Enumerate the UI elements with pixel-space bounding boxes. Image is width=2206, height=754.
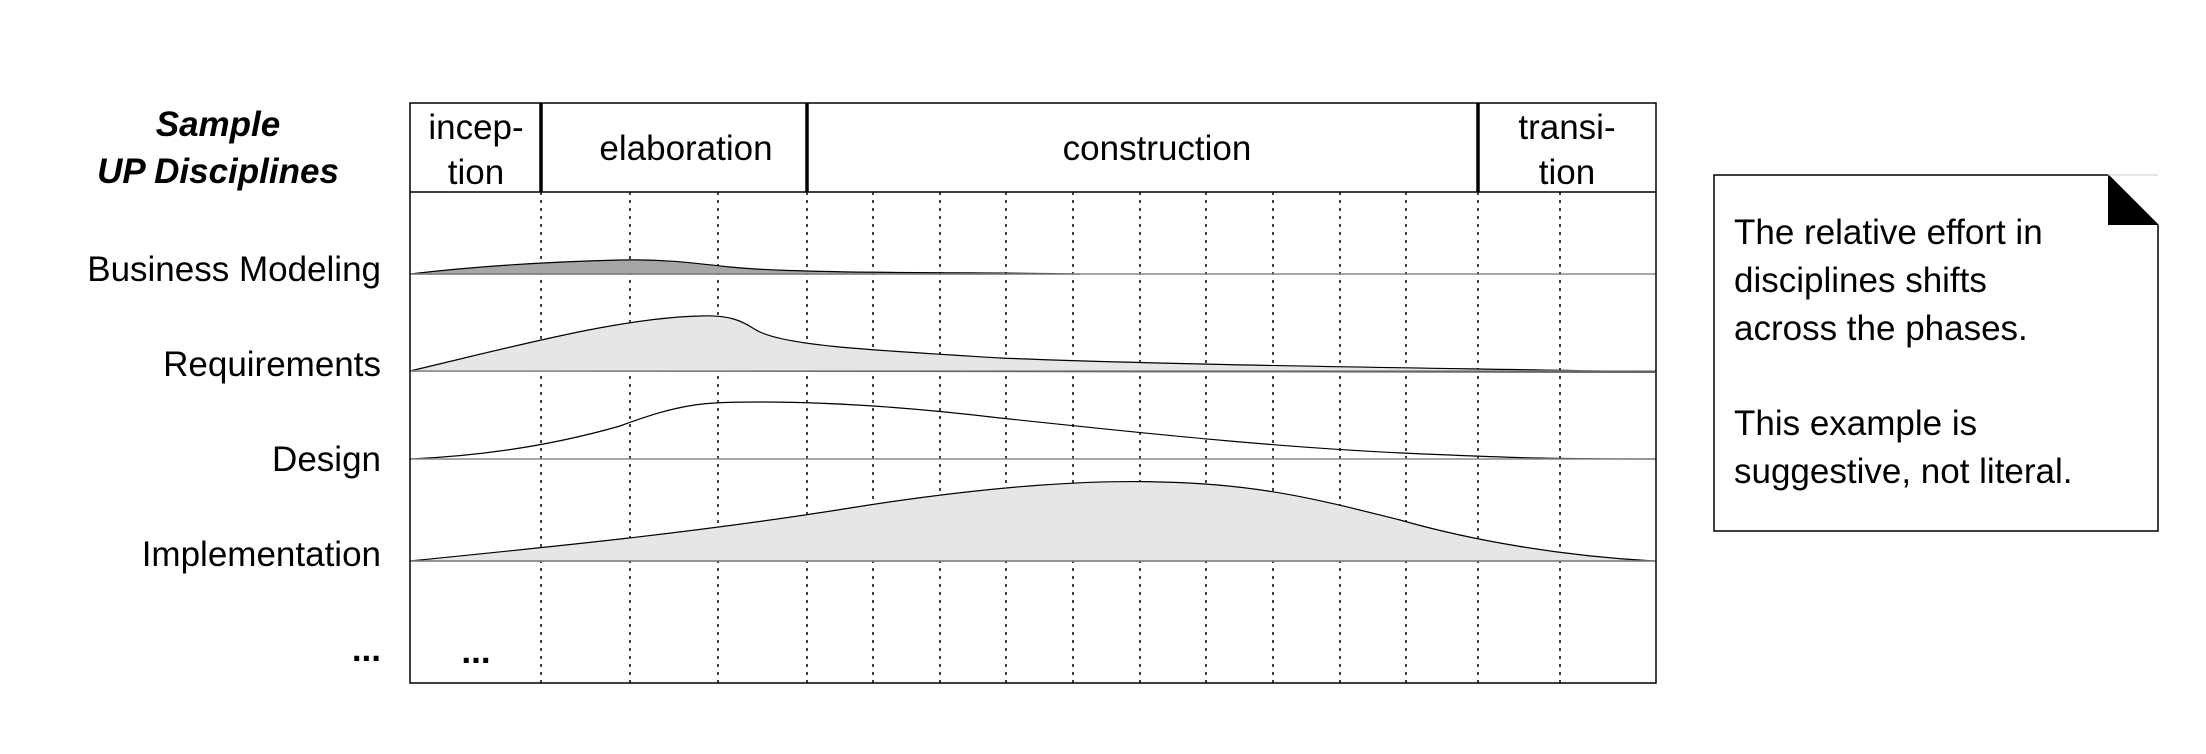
note-paragraph-1-line-1: The relative effort in bbox=[1734, 213, 2043, 252]
more-marker: ... bbox=[461, 632, 490, 671]
phase-inception-line-2: tion bbox=[448, 153, 504, 192]
heading-line-1: Sample bbox=[156, 105, 281, 144]
discipline-label-design: Design bbox=[272, 440, 381, 479]
phase-transition-line-1: transi- bbox=[1518, 108, 1615, 147]
discipline-label-business-modeling: Business Modeling bbox=[87, 250, 381, 289]
discipline-label-requirements: Requirements bbox=[163, 345, 381, 384]
discipline-label-more: ... bbox=[352, 630, 381, 669]
phase-boundaries bbox=[539, 103, 1480, 192]
effort-curve-requirements bbox=[409, 315, 1656, 373]
discipline-label-implementation: Implementation bbox=[142, 535, 381, 574]
note-paragraph-1-line-3: across the phases. bbox=[1734, 309, 2028, 348]
discipline-baselines bbox=[410, 273, 1656, 562]
heading-line-2: UP Disciplines bbox=[97, 152, 339, 191]
phase-transition-line-2: tion bbox=[1539, 153, 1595, 192]
note-paragraph-2-line-1: This example is bbox=[1734, 404, 1977, 443]
effort-curve-business-modeling bbox=[409, 259, 1081, 275]
effort-curve-design bbox=[409, 401, 1656, 460]
phase-construction: construction bbox=[1063, 129, 1252, 168]
note-paragraph-2-line-2: suggestive, not literal. bbox=[1734, 452, 2073, 491]
grid-frame bbox=[409, 102, 1657, 684]
phase-elaboration: elaboration bbox=[599, 129, 772, 168]
note-outline bbox=[1713, 174, 2159, 532]
note-folded-corner bbox=[2108, 175, 2158, 225]
effort-curve-implementation bbox=[409, 480, 1656, 562]
phase-inception-line-1: incep- bbox=[428, 108, 523, 147]
note-box: The relative effort in disciplines shift… bbox=[1713, 174, 2159, 532]
note-paragraph-1-line-2: disciplines shifts bbox=[1734, 261, 1987, 300]
